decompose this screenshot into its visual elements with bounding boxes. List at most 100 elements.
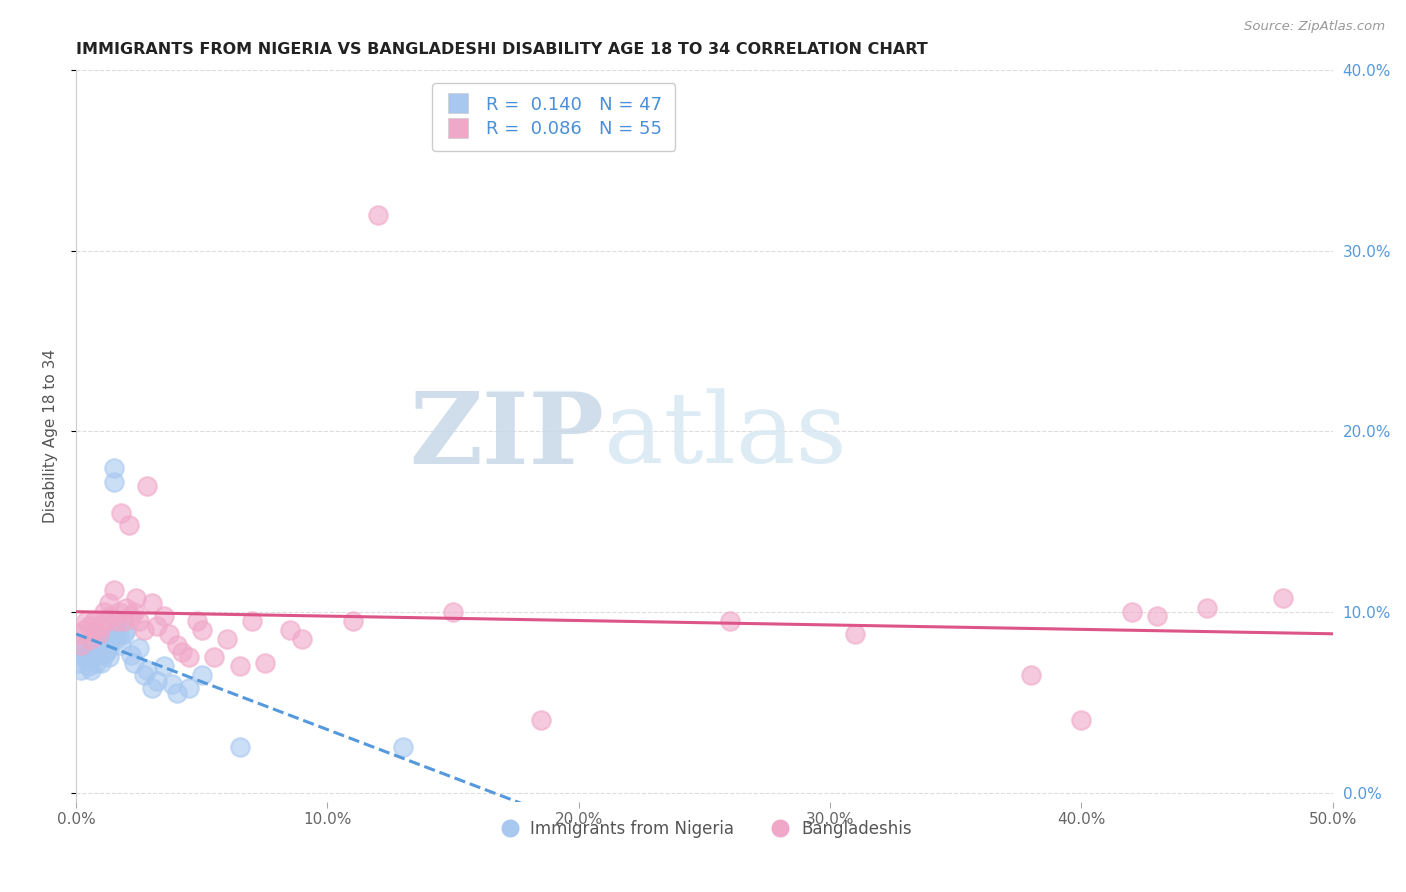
Point (441, 605, 464, 619)
Point (122, 656, 145, 670)
Point (87, 626, 110, 640)
Point (112, 614, 135, 628)
Point (191, 623, 214, 637)
Point (186, 614, 208, 628)
Point (132, 623, 155, 637)
Y-axis label: Disability Age 18 to 34: Disability Age 18 to 34 (44, 349, 58, 523)
Point (153, 608, 176, 623)
Point (97, 641, 120, 656)
Point (97, 596, 120, 610)
Point (87, 632, 110, 646)
Text: IMMIGRANTS FROM NIGERIA VS BANGLADESHI DISABILITY AGE 18 TO 34 CORRELATION CHART: IMMIGRANTS FROM NIGERIA VS BANGLADESHI D… (76, 42, 928, 57)
Point (103, 583, 125, 598)
Point (191, 668, 214, 682)
Point (1271, 591, 1294, 605)
Point (87, 645, 110, 659)
Point (108, 626, 131, 640)
Point (67, 656, 90, 670)
Point (1197, 601, 1219, 615)
Point (73, 650, 96, 665)
Point (73, 641, 96, 656)
Point (121, 608, 143, 623)
Point (1019, 668, 1042, 682)
Point (80, 650, 103, 665)
Point (77, 619, 100, 633)
Point (141, 681, 163, 695)
Point (70, 638, 93, 652)
Point (128, 614, 150, 628)
Point (121, 648, 143, 663)
Point (135, 478, 157, 492)
Point (90, 619, 112, 633)
Point (166, 638, 188, 652)
Point (115, 601, 138, 615)
Point (96, 638, 118, 652)
Point (153, 659, 176, 673)
Point (93, 605, 115, 619)
Point (80, 632, 103, 646)
Point (202, 650, 225, 665)
Point (96, 645, 118, 659)
Legend: Immigrants from Nigeria, Bangladeshis: Immigrants from Nigeria, Bangladeshis (491, 814, 918, 845)
Point (75, 638, 97, 652)
Point (1146, 608, 1168, 623)
Point (103, 475, 125, 489)
Point (160, 677, 183, 691)
Point (132, 668, 155, 682)
Point (115, 623, 138, 637)
Point (105, 632, 128, 646)
Point (166, 686, 188, 700)
Point (70, 663, 93, 677)
Point (84, 623, 107, 637)
Point (75, 648, 97, 663)
Point (93, 648, 115, 663)
Point (90, 641, 112, 656)
Point (84, 641, 107, 656)
Point (141, 596, 163, 610)
Point (100, 632, 122, 646)
Point (83, 614, 105, 628)
Point (84, 656, 107, 670)
Point (73, 623, 96, 637)
Point (77, 645, 100, 659)
Point (105, 614, 128, 628)
Point (530, 714, 553, 728)
Point (100, 608, 122, 623)
Point (718, 614, 741, 628)
Point (367, 208, 389, 222)
Point (108, 605, 131, 619)
Point (278, 623, 301, 637)
Point (105, 623, 128, 637)
Point (83, 648, 105, 663)
Point (291, 632, 314, 646)
Point (96, 614, 118, 628)
Point (179, 681, 201, 695)
Text: Source: ZipAtlas.com: Source: ZipAtlas.com (1244, 20, 1385, 33)
Point (1121, 605, 1143, 619)
Point (103, 460, 125, 475)
Point (122, 605, 145, 619)
Point (110, 506, 132, 520)
Point (145, 619, 167, 633)
Point (135, 663, 157, 677)
Point (157, 626, 180, 640)
Point (844, 626, 866, 640)
Point (1070, 714, 1092, 728)
Point (179, 650, 201, 665)
Point (215, 632, 238, 646)
Point (77, 659, 100, 673)
Point (110, 638, 132, 652)
Point (112, 626, 135, 640)
Point (90, 656, 112, 670)
Point (170, 645, 193, 659)
Point (145, 673, 167, 688)
Point (128, 641, 150, 656)
Point (67, 626, 90, 640)
Point (118, 518, 141, 533)
Point (228, 659, 250, 673)
Point (80, 663, 103, 677)
Text: ZIP: ZIP (409, 387, 605, 484)
Point (228, 740, 250, 755)
Point (342, 614, 364, 628)
Text: atlas: atlas (605, 388, 846, 483)
